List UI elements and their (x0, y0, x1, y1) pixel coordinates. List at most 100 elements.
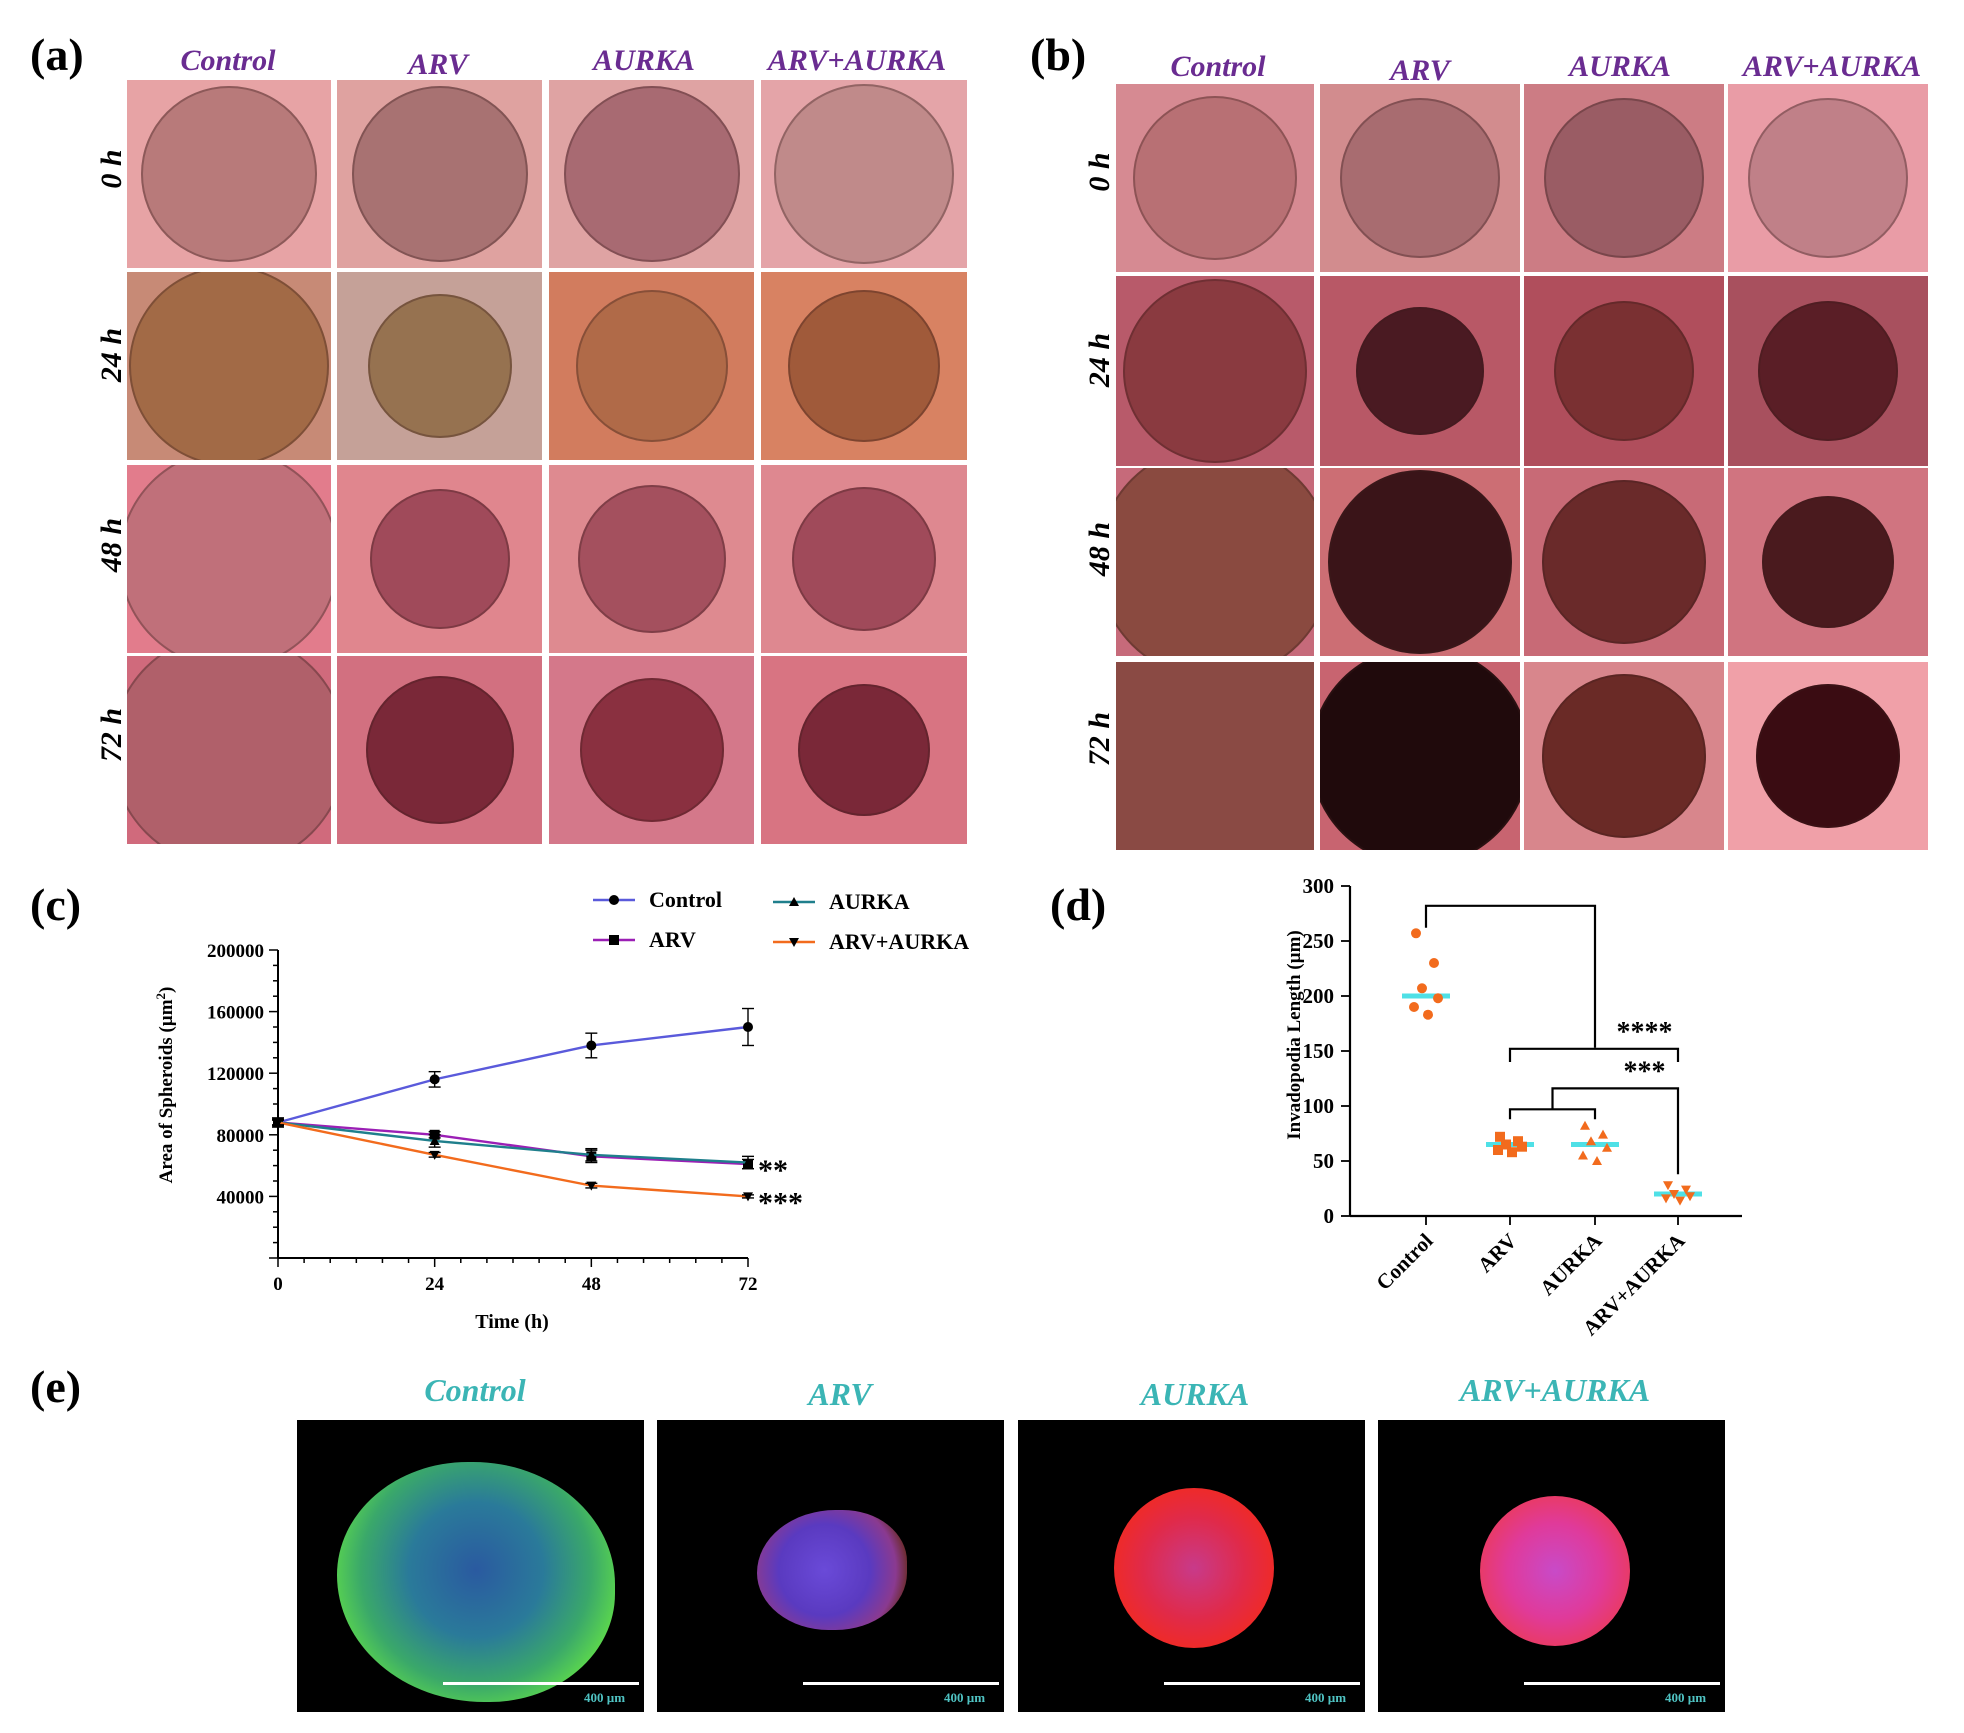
panel-b-spheroid-aurka-0h (1544, 98, 1704, 258)
chart-c-ytick-label: 120000 (207, 1064, 264, 1085)
scale-text-arv-aurka: 400 µm (1665, 1690, 1707, 1705)
panel-a-tile-arv-aurka-0h (761, 80, 967, 268)
chart-c-point (429, 1135, 440, 1145)
chart-c-ytick-label: 160000 (207, 1003, 264, 1024)
chart-d-point (1493, 1145, 1503, 1155)
chart-d-point (1669, 1190, 1679, 1199)
chart-c-legend-label: ARV+AURKA (829, 929, 969, 954)
chart-d-ytick-label: 300 (1303, 874, 1335, 898)
panel-a-spheroid-arv-72h (365, 676, 514, 824)
panel-a-row-label-48h: 48 h (95, 517, 128, 573)
panel-a-col-label-arv-aurka: ARV+AURKA (767, 44, 947, 77)
chart-c-xlabel: Time (h) (475, 1311, 549, 1333)
fluor-tile-arv: 400 µm (657, 1420, 1004, 1712)
chart-d-point (1661, 1194, 1671, 1204)
panel-a-row-label-24h: 24 h (95, 327, 128, 383)
panel-b-spheroid-aurka-24h (1554, 301, 1694, 441)
chart-d-point (1517, 1141, 1527, 1152)
chart-d-point (1578, 1150, 1588, 1160)
chart-c-series-line (277, 1121, 749, 1198)
scale-text-aurka: 400 µm (1305, 1690, 1347, 1705)
chart-c-point (743, 1022, 753, 1032)
chart-d-point (1598, 1129, 1608, 1139)
panel-b-spheroid-arv-0h (1340, 98, 1500, 258)
panel-b-tile-aurka-48h (1524, 468, 1724, 656)
chart-d-group-1 (1486, 1131, 1534, 1158)
panel-a-spheroid-arv-aurka-24h (788, 290, 940, 442)
panel-b-tile-aurka-24h (1524, 276, 1724, 466)
chart-c-point (609, 895, 619, 905)
chart-c-point (586, 1149, 597, 1159)
chart-c-point (586, 1181, 597, 1191)
chart-c-series-0 (272, 1007, 754, 1128)
panel-e-letter: (e) (30, 1361, 82, 1412)
panel-a-tile-arv-0h (337, 80, 542, 268)
chart-d-ylabel: Invadopodia Length (µm) (1284, 930, 1305, 1139)
chart-c-xtick-label: 24 (425, 1274, 445, 1295)
panel-a-spheroid-control-24h (129, 272, 329, 460)
panel-b-spheroid-aurka-72h (1542, 674, 1706, 838)
chart-d-xtick-label: Control (1371, 1228, 1437, 1294)
fluor-spheroid-aurka (1114, 1488, 1274, 1648)
panel-e-label-control: Control (424, 1372, 526, 1408)
panel-b-spheroid-control-0h (1133, 96, 1297, 260)
chart-d-ytick-label: 50 (1313, 1149, 1334, 1173)
chart-c-legend-label: ARV (649, 927, 696, 952)
chart-d-sig-label: **** (1617, 1017, 1673, 1048)
chart-d-group-2 (1571, 1120, 1619, 1165)
panel-b-spheroid-arv-72h (1320, 662, 1520, 850)
panel-b-tile-control-48h (1116, 468, 1314, 656)
chart-d-point (1675, 1196, 1685, 1206)
panel-a-tile-aurka-48h (549, 465, 754, 653)
chart-d-ytick-label: 100 (1303, 1094, 1335, 1118)
panel-b-row-label-48h: 48 h (1083, 521, 1116, 577)
chart-d-point (1580, 1120, 1590, 1130)
chart-c-point (273, 1118, 283, 1128)
chart-d-points (1402, 928, 1702, 1206)
chart-d-point (1685, 1192, 1695, 1202)
panel-b-tile-aurka-0h (1524, 84, 1724, 272)
scale-bar-control (443, 1682, 639, 1685)
chart-c-legend: Control ARV AURKA ARV+AURKA (593, 887, 969, 954)
panel-a-tile-arv-48h (337, 465, 542, 653)
chart-c-legend-item: ARV+AURKA (773, 929, 969, 954)
panel-b-tile-arv-24h (1320, 276, 1520, 466)
chart-d-group-0 (1402, 928, 1450, 1020)
panel-c-line-chart: 40000 80000 120000 160000 200000 0 24 48 72 ****… (153, 887, 970, 1333)
chart-d-bracket-2 (1508, 1047, 1680, 1062)
chart-c-point (429, 1150, 440, 1160)
chart-c-legend-label: Control (649, 887, 722, 912)
chart-c-legend-label: AURKA (829, 889, 910, 914)
panel-a-tile-control-24h (127, 272, 331, 460)
panel-a-letter: (a) (30, 29, 84, 80)
fluor-spheroid-arv (757, 1510, 907, 1630)
chart-c-ylabel-end: ) (156, 987, 177, 993)
panel-b-tile-control-0h (1116, 84, 1314, 272)
panel-a-tile-aurka-24h (549, 272, 754, 460)
chart-c-ylabel-sup: 2 (153, 993, 168, 1000)
panel-c-letter: (c) (30, 879, 82, 930)
chart-c-point (743, 1157, 753, 1167)
panel-b-spheroid-control-48h (1116, 468, 1314, 656)
panel-a-spheroid-aurka-0h (563, 86, 740, 262)
chart-d-point (1501, 1139, 1511, 1150)
chart-d-point (1513, 1136, 1523, 1147)
panel-a-spheroid-control-48h (127, 465, 331, 653)
panel-b-spheroid-control-24h (1123, 279, 1307, 463)
panel-b-tile-arv-aurka-48h (1728, 468, 1928, 656)
scale-text-arv: 400 µm (944, 1690, 986, 1705)
panel-a-tile-aurka-0h (549, 80, 754, 268)
chart-c-point (789, 897, 799, 906)
chart-c-axes: 40000 80000 120000 160000 200000 0 24 48 72 (207, 941, 758, 1295)
chart-d-significance: ******* (1424, 904, 1680, 1175)
chart-d-xtick-label: ARV (1473, 1229, 1522, 1278)
panel-a-col-label-aurka: AURKA (593, 44, 695, 77)
panel-b-row-label-0h: 0 h (1083, 152, 1116, 192)
panel-a-tile-arv-24h (337, 272, 542, 460)
chart-d-bracket-1 (1424, 904, 1597, 1048)
chart-c-point (586, 1040, 597, 1051)
chart-c-legend-item: Control (593, 887, 722, 912)
panel-b-col-label-arv: ARV (1390, 54, 1450, 87)
fluor-spheroid-arv-aurka (1480, 1496, 1630, 1646)
fluor-spheroid-control (337, 1462, 615, 1702)
